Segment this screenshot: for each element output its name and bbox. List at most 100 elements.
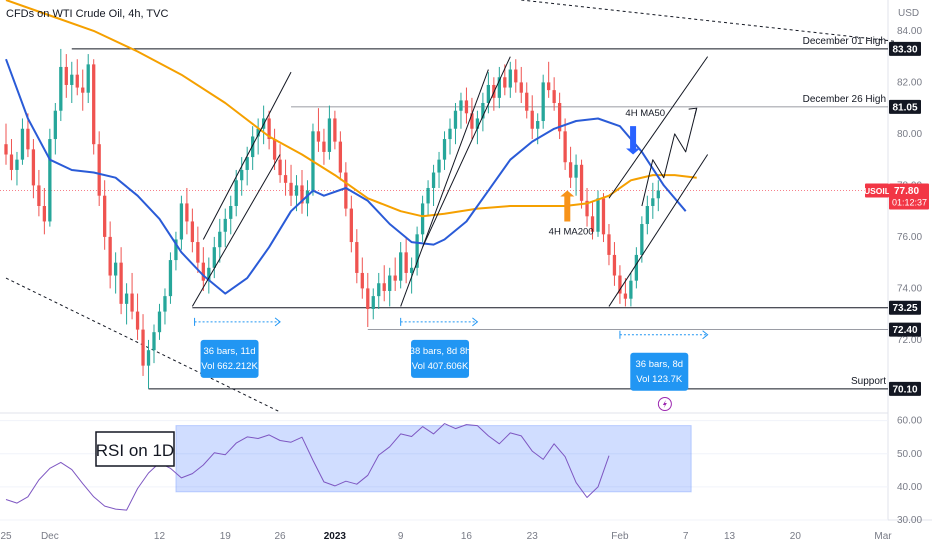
candle-body	[300, 185, 304, 204]
candle-body	[97, 144, 101, 196]
level-tag-label-1: 83.30	[892, 44, 917, 55]
candle-body	[86, 64, 90, 93]
ma50-line	[5, 58, 687, 295]
ma200-label: 4H MA200	[549, 226, 594, 237]
candle-body	[245, 157, 249, 170]
x-tick-label: 16	[461, 531, 473, 542]
candle-body	[349, 208, 353, 243]
x-tick-label: 2023	[324, 531, 347, 542]
range-3-box	[630, 352, 689, 391]
candle-body	[634, 254, 639, 281]
candle-body	[20, 128, 25, 160]
candle-body	[536, 121, 540, 129]
candle-body	[135, 311, 140, 330]
candle-body	[355, 242, 359, 273]
candle-body	[119, 262, 123, 304]
candle-body	[459, 100, 463, 111]
candle-body	[218, 231, 222, 248]
symbol-tag	[865, 183, 889, 198]
candle-body	[168, 260, 173, 297]
y-tick-label: 82.00	[897, 77, 922, 88]
candle-body	[113, 262, 118, 276]
candle-body	[37, 185, 41, 206]
candle-body	[26, 128, 30, 150]
channel-2-upper	[422, 56, 511, 248]
rsi-label: RSI on 1D	[96, 441, 174, 460]
candle-body	[267, 118, 271, 140]
level-tag-4	[889, 322, 921, 337]
candle-body	[272, 139, 277, 160]
range-3-arrow	[702, 330, 709, 340]
range-2-label-2: Vol 407.606K	[412, 361, 469, 372]
range-3-label-1: 36 bars, 8d	[636, 359, 684, 370]
currency-label: USD	[898, 8, 919, 19]
current-price-tag	[889, 183, 929, 210]
candle-body	[612, 254, 617, 276]
candle-body	[393, 275, 397, 281]
candle-body	[420, 203, 425, 235]
candle-body	[42, 206, 47, 222]
candle-body	[174, 239, 178, 261]
level-name-5: Support	[851, 376, 886, 387]
level-tag-1	[889, 41, 921, 56]
x-tick-label: 13	[724, 531, 736, 542]
candle-body	[563, 131, 567, 163]
x-tick-label: 9	[398, 531, 404, 542]
range-1-arrow	[274, 317, 281, 327]
candle-body	[404, 252, 408, 273]
range-2-arrow	[472, 317, 479, 327]
candle-body	[294, 185, 299, 196]
candle-body	[59, 66, 63, 111]
channel-1-lower	[191, 154, 281, 307]
level-tag-5	[889, 381, 921, 396]
x-tick-label: 25	[0, 531, 12, 542]
y-tick-label: 76.00	[897, 232, 922, 243]
candle-body	[377, 283, 381, 297]
candle-body	[579, 164, 584, 201]
level-tag-label-3: 73.25	[892, 303, 917, 314]
x-tick-label: Dec	[41, 531, 59, 542]
rsi-y-tick-label: 40.00	[897, 482, 922, 493]
candle-body	[547, 82, 551, 91]
candle-body	[108, 236, 112, 276]
level-name-1: December 01 High	[803, 36, 886, 47]
candle-body	[75, 74, 79, 88]
candle-body	[146, 350, 151, 366]
dashed-trendline-2	[521, 0, 895, 42]
level-tag-2	[889, 99, 921, 114]
ma200-arrow	[560, 190, 575, 222]
candle-body	[4, 144, 8, 155]
rsi-line	[5, 423, 610, 511]
candle-body	[344, 172, 348, 209]
rsi-band	[175, 425, 692, 493]
candle-body	[196, 242, 200, 263]
candle-body	[486, 84, 491, 103]
x-tick-label: Mar	[874, 531, 892, 542]
candle-body	[656, 190, 660, 199]
y-tick-label: 72.00	[897, 335, 922, 346]
candle-body	[399, 252, 403, 281]
level-tag-label-5: 70.10	[892, 384, 917, 395]
candle-body	[289, 182, 293, 196]
candle-body	[141, 329, 145, 366]
candle-body	[70, 74, 74, 85]
ma50-arrow	[626, 126, 641, 155]
candle-body	[360, 272, 364, 289]
candle-body	[525, 92, 529, 111]
projection-arrowhead	[688, 107, 698, 117]
channel-3-lower	[608, 154, 709, 307]
range-3-label-2: Vol 123.7K	[636, 374, 683, 385]
x-tick-label: 20	[790, 531, 802, 542]
candle-body	[426, 187, 430, 204]
candle-body	[338, 141, 343, 173]
candle-body	[481, 103, 485, 119]
candle-body	[453, 110, 458, 129]
rsi-label-box	[95, 431, 175, 467]
candle-body	[64, 66, 68, 85]
candle-body	[585, 200, 589, 217]
candle-body	[9, 154, 14, 170]
candle-body	[31, 149, 36, 186]
candle-body	[607, 234, 611, 255]
